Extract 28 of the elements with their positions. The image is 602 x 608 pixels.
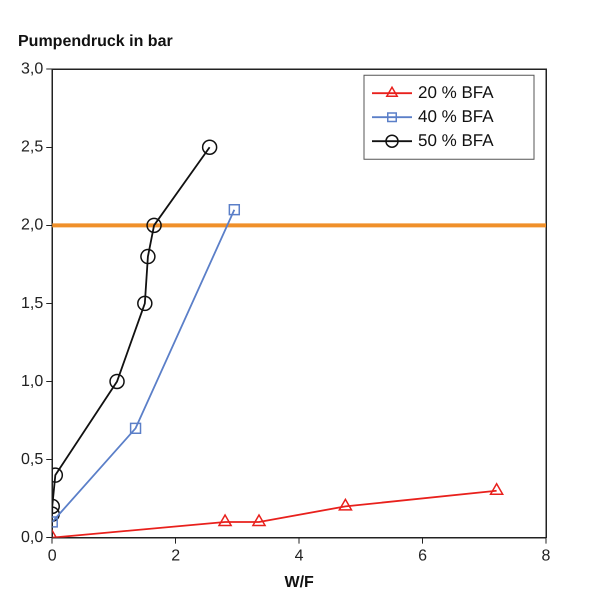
point (252, 514, 266, 526)
point (146, 218, 162, 234)
y-tick-label: 3,0 (20, 60, 44, 78)
point (338, 498, 352, 511)
point (130, 422, 142, 434)
legend-label: 20 % BFA (418, 82, 494, 102)
x-tick-label: 0 (48, 548, 57, 565)
y-tick-label: 0,0 (20, 529, 44, 546)
y-tick-label: 0,5 (20, 450, 44, 468)
point (228, 204, 240, 216)
y-tick-label: 2,0 (20, 216, 44, 234)
point (490, 483, 504, 496)
y-tick-label: 2,5 (20, 138, 44, 156)
point (202, 140, 218, 156)
x-tick-label: 8 (542, 548, 551, 565)
x-tick-label: 2 (171, 548, 180, 565)
legend-label: 40 % BFA (418, 106, 494, 126)
y-tick-label: 1,0 (20, 372, 44, 390)
point (218, 514, 232, 526)
x-tick-label: 6 (418, 548, 428, 565)
x-axis-title: W/F (284, 574, 314, 591)
x-tick-label: 4 (294, 548, 304, 565)
y-tick-label: 1,5 (20, 294, 44, 312)
point (140, 248, 156, 264)
point (109, 374, 125, 390)
legend-label: 50 % BFA (418, 130, 494, 150)
chart-title: Pumpendruck in bar (18, 33, 173, 50)
point (137, 296, 153, 312)
